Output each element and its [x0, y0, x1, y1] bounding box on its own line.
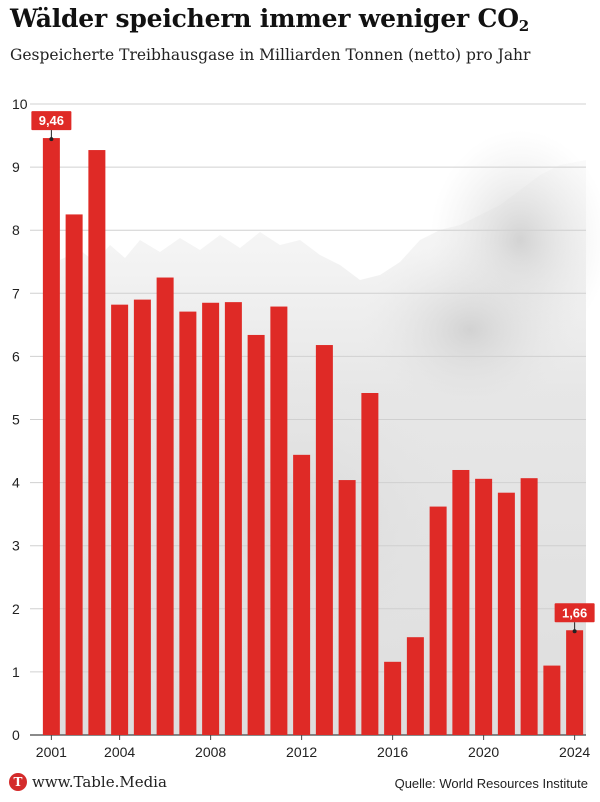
- y-tick-label: 1: [12, 664, 20, 680]
- bar-2024: [566, 630, 584, 735]
- bar-2010: [247, 334, 265, 735]
- bar-2017: [406, 637, 424, 735]
- annotation-label: 9,46: [39, 113, 64, 128]
- chart-title: Wälder speichern immer weniger CO2: [10, 4, 530, 35]
- x-tick-label: 2008: [195, 744, 226, 760]
- bar-2016: [384, 661, 402, 735]
- y-tick-label: 3: [12, 538, 20, 554]
- y-tick-label: 10: [12, 96, 28, 112]
- annotation-dot: [49, 137, 54, 142]
- bar-2019: [452, 469, 470, 735]
- bars: [42, 138, 584, 736]
- bar-2022: [520, 478, 538, 735]
- y-tick-label: 8: [12, 222, 20, 238]
- y-tick-label: 0: [12, 727, 20, 743]
- bar-2003: [88, 150, 106, 736]
- annotation-box: [554, 603, 595, 623]
- y-tick-label: 7: [12, 285, 20, 301]
- y-tick-label: 4: [12, 475, 20, 491]
- table-media-logo-icon: T: [9, 773, 27, 791]
- bar-2009: [224, 302, 242, 735]
- annotation-dot: [572, 629, 577, 634]
- bar-2018: [429, 506, 447, 735]
- brand-footer: T www.Table.Media: [9, 773, 167, 791]
- annotation-box: [31, 111, 72, 131]
- y-tick-label: 5: [12, 412, 20, 428]
- y-tick-label: 2: [12, 601, 20, 617]
- x-tick-label: 2020: [468, 744, 499, 760]
- x-tick-label: 2012: [286, 744, 317, 760]
- bar-2001: [42, 138, 60, 736]
- bar-2011: [270, 306, 288, 735]
- annotations: 9,46 1,66: [31, 111, 595, 634]
- bar-2015: [361, 392, 379, 735]
- bar-2008: [202, 302, 220, 735]
- bar-2012: [293, 454, 311, 735]
- bar-2023: [543, 665, 561, 735]
- brand-url[interactable]: www.Table.Media: [32, 773, 167, 791]
- y-tick-label: 6: [12, 348, 20, 364]
- bar-2007: [179, 311, 197, 735]
- bar-2013: [315, 345, 333, 735]
- x-axis-ticks: 2001 2004 2008 2012 2016 2020 2024: [36, 735, 590, 760]
- y-axis-ticks: 0 1 2 3 4 5 6 7 8 9 10: [12, 96, 28, 743]
- bar-2020: [475, 478, 493, 735]
- x-tick-label: 2004: [104, 744, 135, 760]
- bar-2021: [497, 492, 515, 735]
- x-tick-label: 2024: [559, 744, 590, 760]
- y-tick-label: 9: [12, 159, 20, 175]
- bar-2006: [156, 277, 174, 735]
- bar-2002: [65, 214, 83, 736]
- source-note: Quelle: World Resources Institute: [394, 776, 588, 791]
- x-tick-label: 2001: [36, 744, 67, 760]
- bar-2005: [133, 299, 151, 735]
- bar-2004: [111, 304, 129, 735]
- bar-2014: [338, 480, 356, 735]
- annotation-label: 1,66: [562, 605, 587, 620]
- x-tick-label: 2016: [377, 744, 408, 760]
- chart-subtitle: Gespeicherte Treibhausgase in Milliarden…: [10, 46, 531, 64]
